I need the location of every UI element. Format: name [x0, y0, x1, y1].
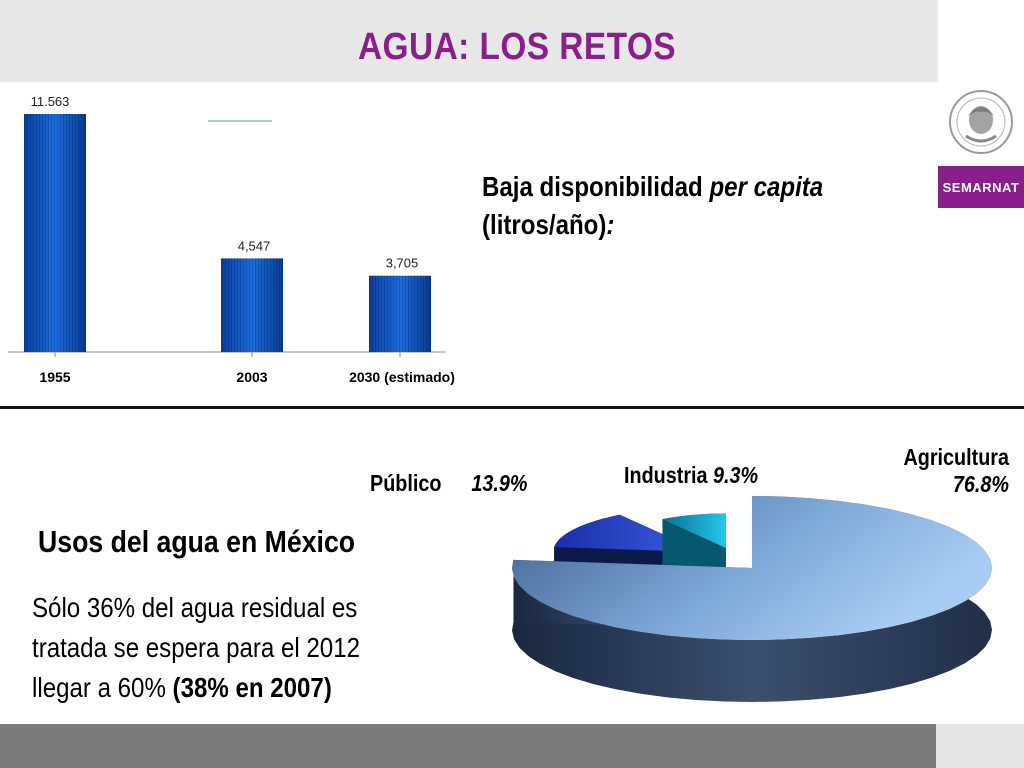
uses-line-3: llegar a 60% (38% en 2007) — [32, 672, 332, 703]
pie-label-publico-value: 13.9% — [471, 470, 528, 496]
pie-label-publico-name: Público — [370, 470, 442, 496]
bar-texture — [221, 258, 283, 352]
bar-value-label: 4,547 — [238, 238, 271, 253]
pie-label-publico: Público 13.9% — [370, 470, 527, 497]
bar-chart: 11.563 1955 4,547 2003 3,705 2030 (estimado) — [8, 94, 455, 385]
uses-line-1: Sólo 36% del agua residual es — [32, 592, 358, 623]
uses-title: Usos del agua en México — [38, 524, 356, 559]
section-divider — [0, 406, 1024, 409]
coat-of-arms-icon — [949, 90, 1013, 154]
pie-label-industria-name: Industria — [624, 462, 708, 488]
pie-chart — [512, 496, 992, 702]
pie-slice-industria — [662, 513, 726, 548]
pie-label-agricultura-name: Agricultura — [903, 444, 1009, 470]
pie-label-agricultura: Agricultura 76.8% — [880, 444, 1009, 498]
pie-label-industria: Industria 9.3% — [624, 462, 758, 489]
pie-label-industria-value: 9.3% — [713, 462, 759, 488]
slide-title: AGUA: LOS RETOS — [357, 26, 677, 68]
uses-line-2: tratada se espera para el 2012 — [32, 632, 360, 663]
pie-slice-agricultura — [512, 496, 992, 640]
bar-value-label: 11.563 — [31, 94, 70, 109]
x-tick-label: 2030 (estimado) — [349, 369, 455, 385]
pie-label-agricultura-value: 76.8% — [952, 471, 1009, 497]
footer-band — [0, 724, 936, 768]
title-band — [0, 0, 938, 82]
uses-body: Sólo 36% del agua residual es tratada se… — [32, 588, 360, 708]
footer-corner — [936, 724, 1024, 768]
bar-chart-headline: Baja disponibilidad per capita (litros/a… — [482, 171, 824, 240]
bar-value-label: 3,705 — [386, 256, 419, 271]
bar-texture — [24, 114, 86, 352]
x-tick-label: 1955 — [39, 369, 70, 385]
bar-texture — [369, 275, 431, 352]
x-tick-label: 2003 — [236, 369, 267, 385]
semarnat-logo: SEMARNAT — [938, 166, 1024, 208]
